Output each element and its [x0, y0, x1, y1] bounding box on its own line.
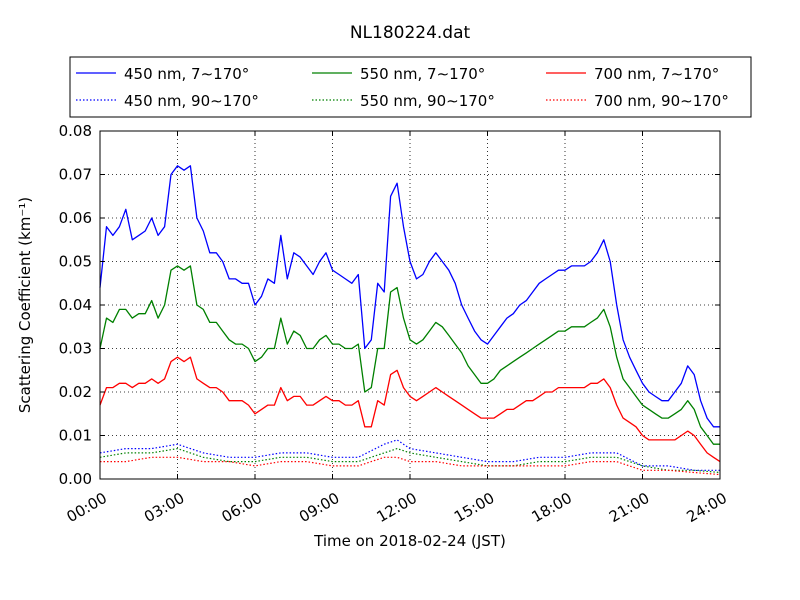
x-tick-label: 09:00 — [296, 489, 342, 526]
y-tick-label: 0.03 — [59, 340, 92, 358]
y-tick-label: 0.00 — [59, 470, 92, 488]
x-tick-label: 21:00 — [606, 489, 652, 526]
x-tick-label: 03:00 — [141, 489, 187, 526]
x-tick-label: 00:00 — [64, 489, 110, 526]
series-line — [99, 439, 720, 471]
series-line — [99, 448, 721, 474]
series-layer — [99, 165, 721, 476]
chart-title: NL180224.dat — [350, 23, 471, 43]
y-tick-label: 0.01 — [59, 427, 92, 445]
y-tick-label: 0.06 — [59, 209, 92, 227]
x-tick-label: 24:00 — [684, 489, 730, 526]
y-tick-label: 0.02 — [59, 383, 92, 401]
series-line — [99, 265, 720, 445]
y-axis-label: Scattering Coefficient (km⁻¹) — [16, 197, 34, 413]
legend-box — [69, 56, 752, 118]
y-tick-label: 0.07 — [59, 166, 92, 184]
x-tick-label: 06:00 — [219, 489, 265, 526]
legend-label: 450 nm, 90∼170° — [124, 92, 259, 110]
legend-label: 700 nm, 7∼170° — [594, 65, 719, 83]
y-tick-label: 0.08 — [59, 122, 92, 140]
legend-label: 550 nm, 90∼170° — [360, 92, 495, 110]
x-axis-label: Time on 2018-02-24 (JST) — [313, 532, 506, 550]
legend-label: 550 nm, 7∼170° — [360, 65, 485, 83]
series-line — [99, 165, 720, 428]
x-tick-label: 15:00 — [451, 489, 497, 526]
legend-label: 700 nm, 90∼170° — [594, 92, 729, 110]
legend-label: 450 nm, 7∼170° — [124, 65, 249, 83]
legend: 450 nm, 7∼170° 550 nm, 7∼170° 700 nm, 7∼17… — [69, 56, 752, 118]
x-tick-label: 18:00 — [529, 489, 575, 526]
y-tick-label: 0.04 — [59, 296, 92, 314]
x-tick-label: 12:00 — [374, 489, 420, 526]
y-tick-label: 0.05 — [59, 253, 92, 271]
plot-area: 00:00 03:00 06:00 09:00 12:00 15:00 18:00 21:00… — [59, 122, 730, 526]
series-line — [99, 356, 721, 463]
